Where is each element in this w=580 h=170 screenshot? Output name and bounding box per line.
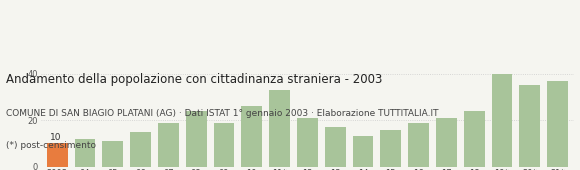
Bar bbox=[297, 118, 318, 167]
Bar bbox=[380, 130, 401, 167]
Bar bbox=[75, 139, 96, 167]
Bar bbox=[325, 127, 346, 167]
Text: COMUNE DI SAN BIAGIO PLATANI (AG) · Dati ISTAT 1° gennaio 2003 · Elaborazione TU: COMUNE DI SAN BIAGIO PLATANI (AG) · Dati… bbox=[6, 109, 438, 118]
Bar bbox=[186, 111, 206, 167]
Bar bbox=[213, 123, 234, 167]
Bar bbox=[269, 90, 290, 167]
Bar bbox=[241, 106, 262, 167]
Text: (*) post-censimento: (*) post-censimento bbox=[6, 141, 96, 150]
Bar bbox=[103, 141, 124, 167]
Text: 10: 10 bbox=[50, 133, 61, 142]
Bar bbox=[158, 123, 179, 167]
Text: Andamento della popolazione con cittadinanza straniera - 2003: Andamento della popolazione con cittadin… bbox=[6, 73, 382, 86]
Bar bbox=[130, 132, 151, 167]
Bar bbox=[547, 81, 568, 167]
Bar bbox=[491, 74, 512, 167]
Bar bbox=[464, 111, 484, 167]
Bar bbox=[408, 123, 429, 167]
Bar bbox=[436, 118, 457, 167]
Bar bbox=[47, 143, 68, 167]
Bar bbox=[519, 86, 540, 167]
Bar bbox=[353, 137, 374, 167]
